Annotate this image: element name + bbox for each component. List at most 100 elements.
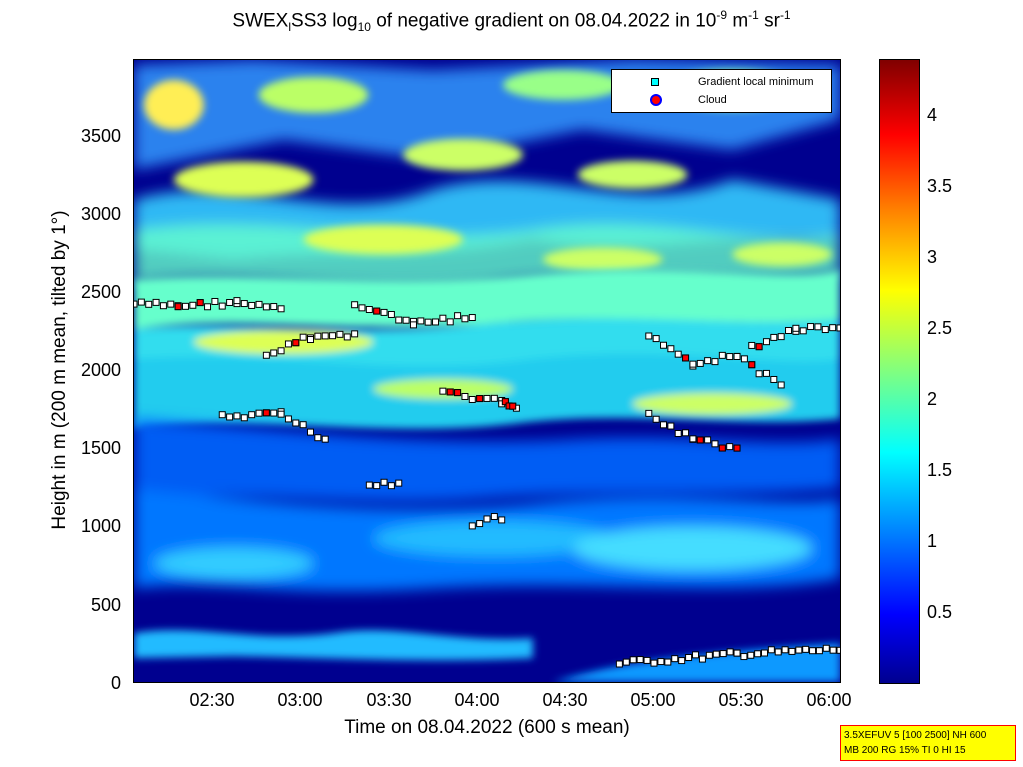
gradient-minimum-marker [395, 479, 403, 487]
gradient-minimum-marker [409, 321, 417, 329]
gradient-minimum-marker [292, 419, 300, 427]
gradient-minimum-marker [774, 648, 782, 656]
gradient-minimum-marker [483, 515, 491, 523]
gradient-minimum-marker [277, 347, 285, 355]
gradient-minimum-marker [167, 300, 175, 308]
gradient-minimum-marker [667, 345, 675, 353]
cloud-markers [174, 299, 763, 452]
gradient-minimum-marker [270, 303, 278, 311]
gradient-minimum-marker [476, 520, 484, 528]
gradient-minimum-marker [674, 350, 682, 358]
gradient-minimum-marker [652, 335, 660, 343]
colorbar-tick-label: 4 [927, 105, 938, 125]
gradient-minimum-marker [343, 333, 351, 341]
legend-entry-gradient: Gradient local minimum [612, 75, 831, 91]
gradient-minimum-marker [307, 428, 314, 436]
gradient-minimum-marker [667, 422, 675, 430]
y-tick-label: 2500 [80, 282, 121, 302]
gradient-minimum-marker [719, 650, 727, 658]
y-tick-label: 1500 [80, 438, 121, 458]
info-line-1: 3.5XEFUV 5 [100 2500] NH 600 [844, 730, 987, 741]
cloud-marker [476, 395, 484, 403]
cloud-marker [446, 388, 454, 396]
cloud-marker [454, 389, 462, 397]
gradient-minimum-marker [145, 300, 153, 308]
gradient-minimum-marker [380, 478, 388, 486]
cloud-marker [174, 303, 182, 311]
y-tick-label: 0 [110, 673, 121, 693]
y-axis-label: Height in m (200 m mean, tilted by 1°) [49, 210, 70, 530]
chart-title: SWEXlSS3 log10 of negative gradient on 0… [232, 8, 791, 35]
gradient-minimum-marker [755, 370, 763, 378]
gradient-minimum-marker [682, 429, 690, 437]
x-tick-label: 06:00 [806, 690, 852, 710]
gradient-minimum-marker [685, 654, 693, 661]
gradient-minimum-marker [660, 421, 667, 429]
gradient-minimum-marker [336, 330, 344, 338]
gradient-minimum-marker [762, 369, 770, 377]
gradient-minimum-marker [622, 658, 630, 666]
gradient-minimum-marker [468, 395, 476, 403]
gradient-minimum-marker [134, 300, 138, 308]
colorbar [879, 59, 920, 684]
gradient-minimum-marker [777, 333, 785, 341]
gradient-minimum-marker [233, 297, 241, 305]
gradient-minimum-marker [792, 324, 800, 332]
gradient-minimum-marker [417, 317, 425, 325]
y-tick-label: 3500 [80, 126, 121, 146]
gradient-minimum-marker [240, 414, 248, 422]
gradient-minimum-marker [692, 651, 700, 659]
gradient-minimum-marker [446, 318, 454, 326]
gradient-minimum-marker [255, 300, 263, 308]
x-tick-label: 05:30 [718, 690, 764, 710]
gradient-minimum-marker [262, 351, 270, 359]
gradient-minimum-marker [284, 340, 292, 348]
gradient-minimum-marker [365, 306, 373, 313]
gradient-minimum-marker [770, 333, 778, 341]
gradient-minimum-marker [689, 360, 697, 368]
gradient-minimum-marker [240, 300, 248, 308]
gradient-minimum-marker [351, 330, 359, 338]
gradient-minimum-marker [387, 482, 395, 490]
gradient-minimum-marker [490, 513, 498, 521]
gradient-minimum-marker [373, 482, 381, 490]
gradient-minimum-marker [657, 658, 665, 666]
gradient-minimum-marker [689, 435, 697, 443]
gradient-minimum-marker [277, 410, 285, 418]
gradient-minimum-marker [705, 651, 713, 659]
gradient-minimum-marker [248, 411, 256, 419]
gradient-minimum-marker [802, 645, 810, 653]
cloud-marker-icon [650, 94, 662, 106]
gradient-minimum-marker [733, 353, 741, 360]
gradient-minimum-marker [799, 327, 807, 335]
gradient-minimum-marker [483, 394, 491, 402]
gradient-minimum-marker [307, 336, 314, 344]
colorbar-tick-label: 3.5 [927, 176, 953, 196]
gradient-minimum-marker [740, 653, 748, 661]
gradient-minimum-marker [781, 646, 789, 654]
gradient-minimum-marker [189, 301, 197, 309]
cloud-marker [262, 409, 270, 417]
gradient-minimum-marker [498, 516, 506, 524]
gradient-minimum-marker [785, 327, 793, 334]
gradient-minimum-marker [645, 409, 653, 417]
gradient-minimum-marker [836, 324, 840, 332]
gradient-minimum-marker [643, 656, 651, 664]
colorbar-tick-label: 2 [927, 389, 938, 409]
gradient-minimum-marker [671, 655, 679, 663]
gradient-minimum-marker [712, 650, 720, 658]
cloud-marker [718, 444, 726, 452]
gradient-minimum-marker [233, 412, 241, 420]
gradient-minimum-marker [678, 657, 686, 665]
colorbar-tick-label: 0.5 [927, 602, 953, 622]
gradient-minimum-marker [218, 411, 226, 419]
gradient-minimum-marker [159, 302, 167, 310]
gradient-minimum-marker [137, 298, 145, 306]
gradient-minimum-marker [204, 303, 212, 311]
gradient-minimum-marker [829, 646, 837, 654]
gradient-minimum-marker [299, 421, 307, 429]
gradient-minimum-marker [226, 413, 234, 421]
gradient-minimum-marker [645, 332, 653, 340]
cloud-marker [292, 339, 300, 347]
gradient-minimum-marker [248, 301, 256, 309]
